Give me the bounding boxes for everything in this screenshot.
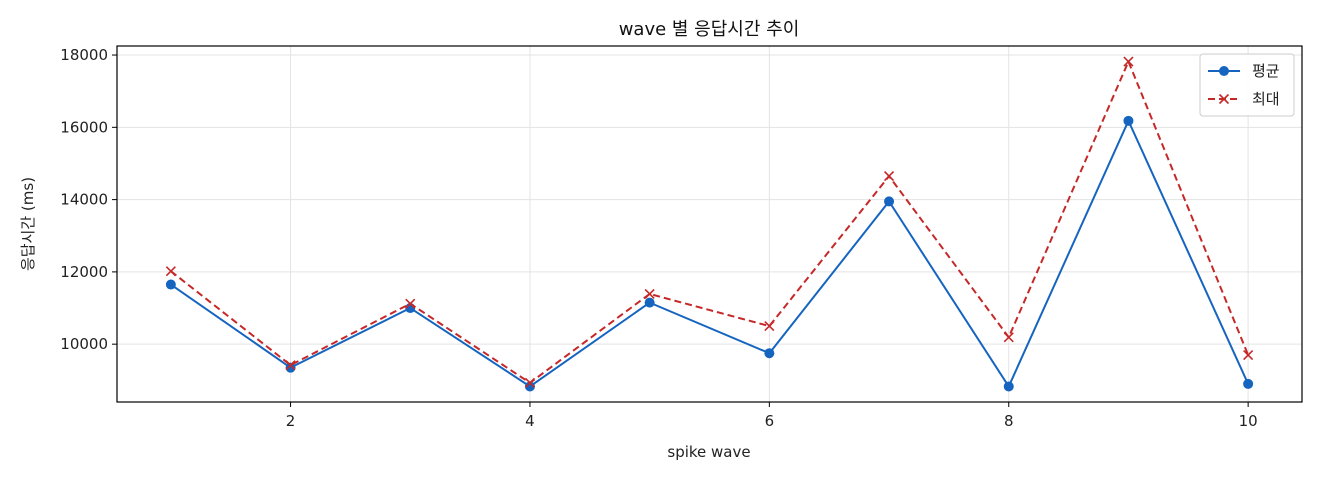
- legend-item: 최대: [1208, 90, 1280, 108]
- legend-label: 최대: [1252, 90, 1280, 108]
- data-point: [1003, 381, 1014, 392]
- data-point: [1123, 115, 1134, 126]
- series-group: [165, 56, 1254, 392]
- y-tick-label: 14000: [60, 191, 108, 209]
- plot-area-frame: [116, 45, 1303, 403]
- data-point: [405, 298, 416, 309]
- legend-box: [1199, 53, 1295, 117]
- data-point: [165, 266, 176, 277]
- x-tick-label: 2: [286, 412, 296, 430]
- legend-marker: [1218, 93, 1230, 105]
- y-tick-label: 10000: [60, 335, 108, 353]
- data-point: [285, 360, 296, 371]
- x-axis-label: spike wave: [667, 443, 750, 461]
- legend-marker: [1219, 66, 1229, 76]
- y-tick-label: 16000: [60, 118, 108, 136]
- x-tick-label: 6: [765, 412, 775, 430]
- x-tick-label: 4: [525, 412, 535, 430]
- series-line: [170, 119, 1250, 388]
- data-point: [764, 348, 775, 359]
- series-line: [170, 60, 1250, 384]
- data-point: [884, 196, 895, 207]
- data-point: [883, 171, 895, 182]
- chart-title: wave 별 응답시간 추이: [619, 19, 800, 40]
- data-point: [764, 321, 775, 332]
- data-point: [644, 297, 655, 308]
- x-tick-label: 10: [1239, 412, 1258, 430]
- data-point: [524, 377, 536, 388]
- y-axis-label: 응답시간 (ms): [19, 177, 37, 271]
- x-tick-label: 8: [1004, 412, 1014, 430]
- data-point: [165, 279, 176, 290]
- x-axis: 2 4 6 8 10: [286, 402, 1258, 430]
- data-point: [285, 362, 296, 373]
- data-point: [1243, 349, 1254, 361]
- data-point: [1123, 56, 1134, 67]
- y-axis: 10000 12000 14000 16000 18000: [60, 46, 117, 353]
- legend-label: 평균: [1252, 62, 1280, 80]
- grid-lines: [117, 46, 1302, 402]
- data-point: [644, 288, 655, 300]
- series-최대: [165, 56, 1254, 388]
- data-point: [524, 381, 535, 392]
- data-point: [1003, 332, 1014, 343]
- data-point: [1243, 378, 1254, 389]
- y-tick-label: 12000: [60, 263, 108, 281]
- legend-item: 평균: [1208, 62, 1280, 80]
- y-tick-label: 18000: [60, 46, 108, 64]
- series-평균: [165, 115, 1254, 392]
